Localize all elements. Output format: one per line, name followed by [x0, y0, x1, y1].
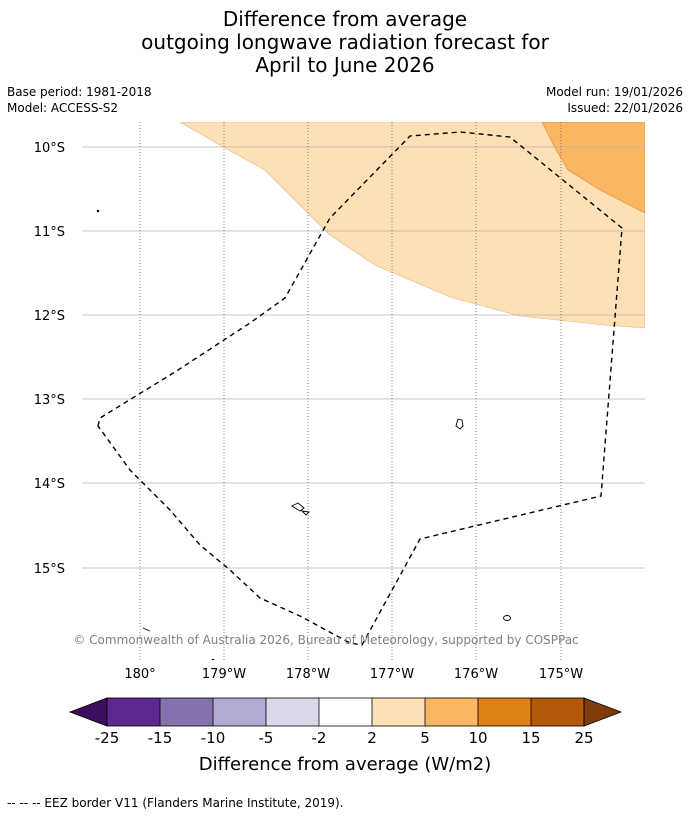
colorbar-tick: 2: [367, 729, 377, 747]
island-south-east: [503, 615, 511, 621]
colorbar-bin: [160, 698, 213, 726]
base-period: Base period: 1981-2018: [7, 85, 152, 99]
anomaly-region-2-to-5: [179, 122, 645, 329]
colorbar-dividers: [159, 698, 532, 726]
colorbar-tick: 10: [468, 729, 487, 747]
colorbar: [68, 697, 623, 727]
colorbar-tick: -15: [148, 729, 173, 747]
colorbar-bin: [319, 698, 372, 726]
island-south-west: [142, 627, 151, 632]
model-run: Model run: 19/01/2026: [545, 85, 683, 99]
lon-label: 176°W: [454, 667, 498, 682]
eez-legend: -- -- -- EEZ border V11 (Flanders Marine…: [7, 796, 344, 810]
lon-label: 178°W: [286, 667, 330, 682]
colorbar-tick: -10: [201, 729, 226, 747]
colorbar-bin: [266, 698, 319, 726]
colorbar-bin: [478, 698, 531, 726]
island-central: [291, 502, 305, 512]
title-line-1: Difference from average: [222, 7, 468, 31]
lon-label: 177°W: [370, 667, 414, 682]
colorbar-bin: [425, 698, 478, 726]
colorbar-tick: 25: [574, 729, 593, 747]
model-name: Model: ACCESS-S2: [7, 101, 119, 115]
lat-label: 12°S: [34, 309, 65, 324]
meta-right: Model run: 19/01/2026 Issued: 22/01/2026: [546, 84, 683, 116]
latitude-labels: 10°S 11°S 12°S 13°S 14°S 15°S: [34, 141, 65, 577]
eez-border: [97, 131, 623, 646]
colorbar-label: Difference from average (W/m2): [199, 754, 491, 775]
colorbar-extend-high: [583, 697, 623, 727]
lat-label: 14°S: [34, 477, 65, 492]
island-dot-south: [211, 658, 215, 660]
latitude-gridlines: [82, 146, 645, 569]
colorbar-tick-labels: -25 -15 -10 -5 -2 2 5 10 15 25: [95, 729, 594, 747]
colorbar-tick: 15: [521, 729, 540, 747]
map-area: [82, 122, 645, 660]
chart-title: Difference from average outgoing longwav…: [0, 8, 690, 77]
colorbar-bin: [107, 698, 160, 726]
colorbar-outline: [106, 697, 585, 727]
lon-label: 175°W: [539, 667, 583, 682]
colorbar-tick: -2: [312, 729, 327, 747]
issued-date: Issued: 22/01/2026: [567, 101, 683, 115]
attribution: © Commonwealth of Australia 2026, Bureau…: [73, 633, 578, 647]
colorbar-tick: 5: [420, 729, 430, 747]
island-dot-west: [96, 209, 100, 213]
islands: [96, 209, 511, 660]
lon-label: 180°: [124, 667, 155, 682]
lon-label: 179°W: [202, 667, 246, 682]
colorbar-bin: [372, 698, 425, 726]
colorbar-bin: [531, 698, 584, 726]
meta-left: Base period: 1981-2018 Model: ACCESS-S2: [7, 84, 152, 116]
anomaly-region-5-to-10: [541, 122, 645, 214]
lat-label: 15°S: [34, 562, 65, 577]
lat-label: 11°S: [34, 225, 65, 240]
colorbar-bin: [213, 698, 266, 726]
colorbar-tick: -5: [259, 729, 274, 747]
island-central-small: [300, 510, 310, 516]
island-north-east: [455, 418, 464, 430]
colorbar-extend-low: [68, 697, 108, 727]
lat-label: 13°S: [34, 393, 65, 408]
longitude-labels: 180° 179°W 178°W 177°W 176°W 175°W: [124, 667, 583, 682]
title-line-3: April to June 2026: [255, 53, 435, 77]
title-line-2: outgoing longwave radiation forecast for: [141, 30, 549, 54]
lat-label: 10°S: [34, 141, 65, 156]
colorbar-tick: -25: [95, 729, 120, 747]
